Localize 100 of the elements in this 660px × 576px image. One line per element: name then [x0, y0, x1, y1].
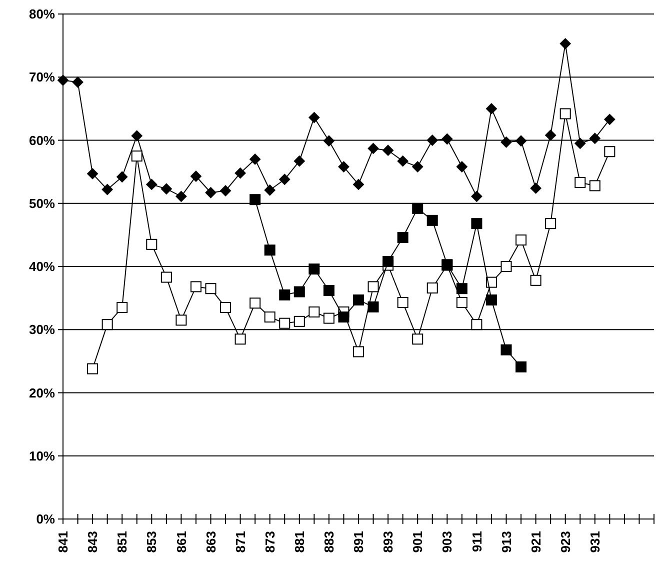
x-tick-label: 881 [292, 531, 307, 553]
point [131, 150, 142, 162]
point [87, 168, 98, 180]
point [116, 171, 128, 182]
point [190, 281, 202, 292]
point [338, 312, 350, 322]
point [116, 302, 128, 314]
point [500, 136, 512, 148]
point [530, 274, 542, 286]
x-tick-label: 843 [85, 531, 100, 553]
point [574, 177, 586, 188]
y-tick-label: 80% [28, 6, 56, 22]
point [323, 284, 334, 296]
y-tick-label: 10% [28, 448, 56, 464]
y-tick-label: 20% [28, 385, 56, 400]
point [589, 132, 600, 144]
point [250, 298, 261, 309]
point [397, 232, 408, 243]
point [486, 103, 497, 114]
point [560, 38, 571, 50]
point [294, 156, 305, 167]
point [220, 185, 232, 196]
point [426, 282, 438, 294]
point [72, 76, 84, 88]
point [234, 168, 246, 179]
x-tick-label: 931 [587, 531, 602, 553]
point [604, 146, 616, 158]
y-tick-label: 60% [28, 132, 56, 148]
point [234, 334, 246, 345]
y-tick-label: 70% [28, 70, 56, 85]
point [368, 281, 379, 292]
x-tick-label: 901 [410, 531, 426, 553]
point [368, 142, 379, 154]
point [264, 312, 276, 322]
x-tick-label: 863 [203, 531, 218, 553]
point [500, 261, 512, 272]
point [220, 302, 232, 314]
point [205, 283, 216, 294]
point [279, 318, 290, 329]
point [516, 361, 527, 372]
point [574, 138, 586, 149]
point [426, 214, 438, 226]
y-tick-label: 50% [28, 196, 56, 211]
point [58, 74, 68, 86]
x-tick-label: 853 [144, 531, 160, 553]
point [131, 130, 142, 142]
point [456, 283, 468, 294]
point [397, 156, 408, 167]
point [456, 296, 468, 308]
point [190, 170, 202, 182]
y-tick-label: 30% [28, 322, 56, 338]
point [308, 306, 320, 318]
x-tick-label: 841 [56, 531, 71, 553]
point [426, 134, 438, 146]
point [353, 294, 364, 306]
point [102, 319, 113, 330]
point [176, 190, 187, 202]
point [471, 190, 482, 202]
point [250, 154, 261, 165]
point [545, 130, 556, 141]
point [412, 334, 424, 345]
point [368, 301, 379, 312]
point [397, 296, 408, 308]
point [471, 319, 482, 330]
point [456, 161, 468, 172]
point [338, 161, 350, 172]
y-tick-label: 40% [28, 259, 56, 274]
point [264, 244, 276, 256]
point [486, 294, 497, 306]
point [308, 112, 320, 124]
point [516, 234, 527, 246]
x-tick-label: 923 [558, 531, 573, 553]
point [250, 194, 261, 206]
point [412, 161, 424, 172]
point [205, 187, 216, 198]
point [382, 256, 394, 267]
x-tick-label: 851 [114, 531, 130, 553]
point [102, 184, 113, 195]
point [382, 144, 394, 156]
x-tick-label: 921 [528, 531, 544, 553]
point [560, 108, 571, 120]
point [294, 316, 305, 327]
point [353, 346, 364, 358]
point [146, 178, 158, 190]
point [279, 289, 290, 300]
point [279, 174, 290, 185]
x-tick-label: 913 [498, 531, 514, 553]
point [604, 114, 616, 125]
point [264, 184, 276, 196]
point [294, 286, 305, 298]
point [471, 218, 482, 230]
point [160, 272, 172, 283]
point [176, 314, 187, 326]
point [412, 202, 424, 214]
y-tick-label: 0% [36, 512, 56, 527]
point [516, 135, 527, 146]
x-tick-label: 903 [440, 531, 455, 553]
point [87, 363, 98, 374]
x-tick-label: 883 [322, 531, 336, 553]
point [545, 218, 556, 230]
